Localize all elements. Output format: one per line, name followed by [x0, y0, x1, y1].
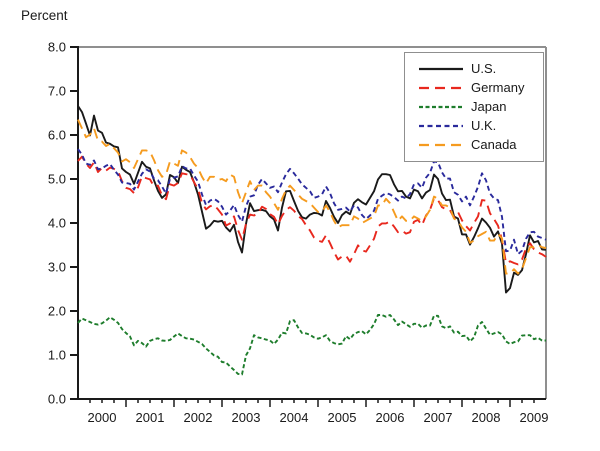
legend-item-us: U.S. — [418, 59, 543, 78]
x-tick-label: 2003 — [232, 410, 261, 425]
y-tick-label: 0.0 — [48, 392, 66, 407]
legend-label-us: U.S. — [471, 61, 497, 76]
legend-item-japan: Japan — [418, 97, 543, 116]
series-line-canada — [77, 119, 547, 275]
x-tick-label: 2008 — [472, 410, 501, 425]
chart-legend: U.S. Germany Japan U.K. Canada — [404, 52, 544, 162]
legend-item-germany: Germany — [418, 78, 543, 97]
y-tick-label: 1.0 — [48, 348, 66, 363]
legend-label-uk: U.K. — [471, 118, 497, 133]
x-tick-label: 2009 — [520, 410, 549, 425]
y-tick-label: 2.0 — [48, 304, 66, 319]
y-tick-label: 8.0 — [48, 40, 66, 55]
x-tick-label: 2006 — [376, 410, 405, 425]
x-tick-label: 2005 — [328, 410, 357, 425]
legend-line-germany — [419, 86, 463, 89]
legend-line-japan — [419, 105, 463, 108]
y-tick-label: 4.0 — [48, 216, 66, 231]
x-tick-label: 2000 — [88, 410, 117, 425]
legend-line-us — [419, 67, 463, 70]
series-line-germany — [77, 155, 547, 266]
series-line-uk — [77, 148, 547, 256]
series-line-japan — [77, 314, 546, 376]
legend-line-canada — [419, 143, 463, 146]
y-tick-label: 6.0 — [48, 128, 66, 143]
legend-item-uk: U.K. — [418, 116, 543, 135]
x-tick-label: 2004 — [280, 410, 309, 425]
x-tick-label: 2007 — [424, 410, 453, 425]
y-axis-title: Percent — [21, 8, 68, 23]
legend-item-canada: Canada — [418, 135, 543, 154]
y-tick-label: 5.0 — [48, 172, 66, 187]
y-tick-label: 7.0 — [48, 84, 66, 99]
legend-line-uk — [419, 124, 463, 127]
y-tick-label: 3.0 — [48, 260, 66, 275]
legend-label-germany: Germany — [471, 80, 525, 95]
legend-label-canada: Canada — [471, 137, 517, 152]
legend-label-japan: Japan — [471, 99, 507, 114]
x-tick-label: 2002 — [184, 410, 213, 425]
x-tick-label: 2001 — [136, 410, 165, 425]
